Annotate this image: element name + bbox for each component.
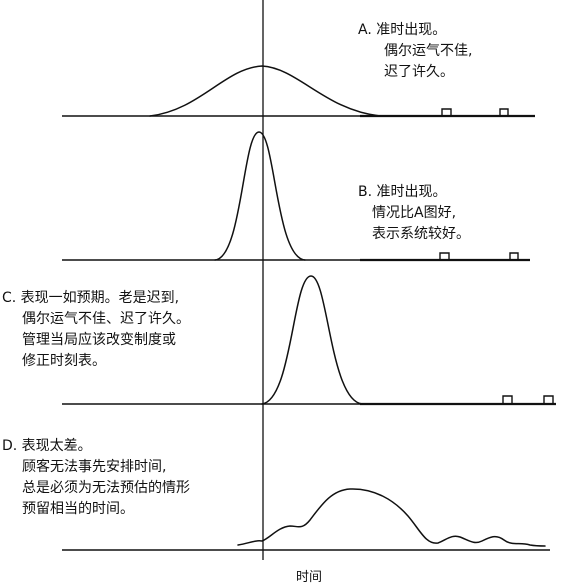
panel-d-curve xyxy=(237,488,546,547)
panel-b-note-line: 情况比A图好, xyxy=(372,205,457,221)
panel-d-note-line: 总是必须为无法预估的情形 xyxy=(22,480,190,496)
panel-a-outlier-1 xyxy=(441,108,452,116)
panel-d-plot xyxy=(62,488,550,551)
panel-c-note-line: 修正时刻表。 xyxy=(22,353,106,369)
panel-a-curve xyxy=(149,65,381,117)
panel-c-note-line: 偶尔运气不佳、迟了许久。 xyxy=(22,311,190,327)
panel-b-plot xyxy=(62,131,530,262)
panel-c-note-line: C. 表现一如预期。老是迟到, xyxy=(2,290,180,306)
panel-b-outlier-2 xyxy=(509,252,519,260)
panel-a-note: A. 准时出现。 偶尔运气不佳, 迟了许久。 xyxy=(358,20,472,83)
panel-a-note-line: 迟了许久。 xyxy=(384,64,454,80)
panel-c-outlier-2 xyxy=(543,395,554,404)
panel-c-note-line: 管理当局应该改变制度或 xyxy=(22,332,176,348)
panel-c-plot xyxy=(62,275,556,406)
panel-a-outlier-2 xyxy=(499,108,509,116)
panel-b-curve xyxy=(214,131,306,261)
panel-a-plot xyxy=(62,65,535,118)
time-axis-label: 时间 xyxy=(296,570,323,585)
panel-b-note: B. 准时出现。 情况比A图好, 表示系统较好。 xyxy=(358,182,470,245)
panel-a-note-line: 偶尔运气不佳, xyxy=(384,43,473,59)
panel-d-note-line: 预留相当的时间。 xyxy=(22,501,134,517)
panel-d-note-line: 顾客无法事先安排时间, xyxy=(22,459,167,475)
panel-c-curve xyxy=(261,275,363,405)
panel-b-note-line: 表示系统较好。 xyxy=(372,226,470,242)
panel-b-note-line: B. 准时出现。 xyxy=(358,184,447,200)
panel-d-note: D. 表现太差。 顾客无法事先安排时间, 总是必须为无法预估的情形 预留相当的时… xyxy=(2,436,190,520)
panel-a-note-line: A. 准时出现。 xyxy=(358,22,447,38)
panel-c-note: C. 表现一如预期。老是迟到, 偶尔运气不佳、迟了许久。 管理当局应该改变制度或… xyxy=(2,288,190,372)
panel-d-note-line: D. 表现太差。 xyxy=(2,438,92,454)
panel-c-outlier-1 xyxy=(502,395,513,404)
panel-b-outlier-1 xyxy=(439,252,450,260)
